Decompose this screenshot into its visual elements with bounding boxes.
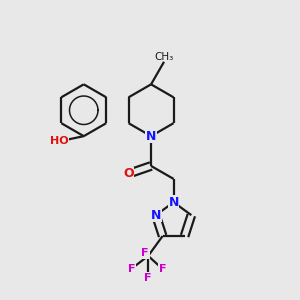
Text: F: F	[144, 273, 152, 283]
Text: O: O	[123, 167, 134, 180]
Text: F: F	[142, 248, 149, 258]
Text: N: N	[151, 208, 161, 222]
Text: N: N	[168, 196, 179, 209]
Text: HO: HO	[50, 136, 68, 146]
Text: F: F	[159, 264, 166, 274]
Text: F: F	[128, 264, 135, 274]
Text: N: N	[146, 130, 156, 143]
Text: CH₃: CH₃	[154, 52, 174, 62]
